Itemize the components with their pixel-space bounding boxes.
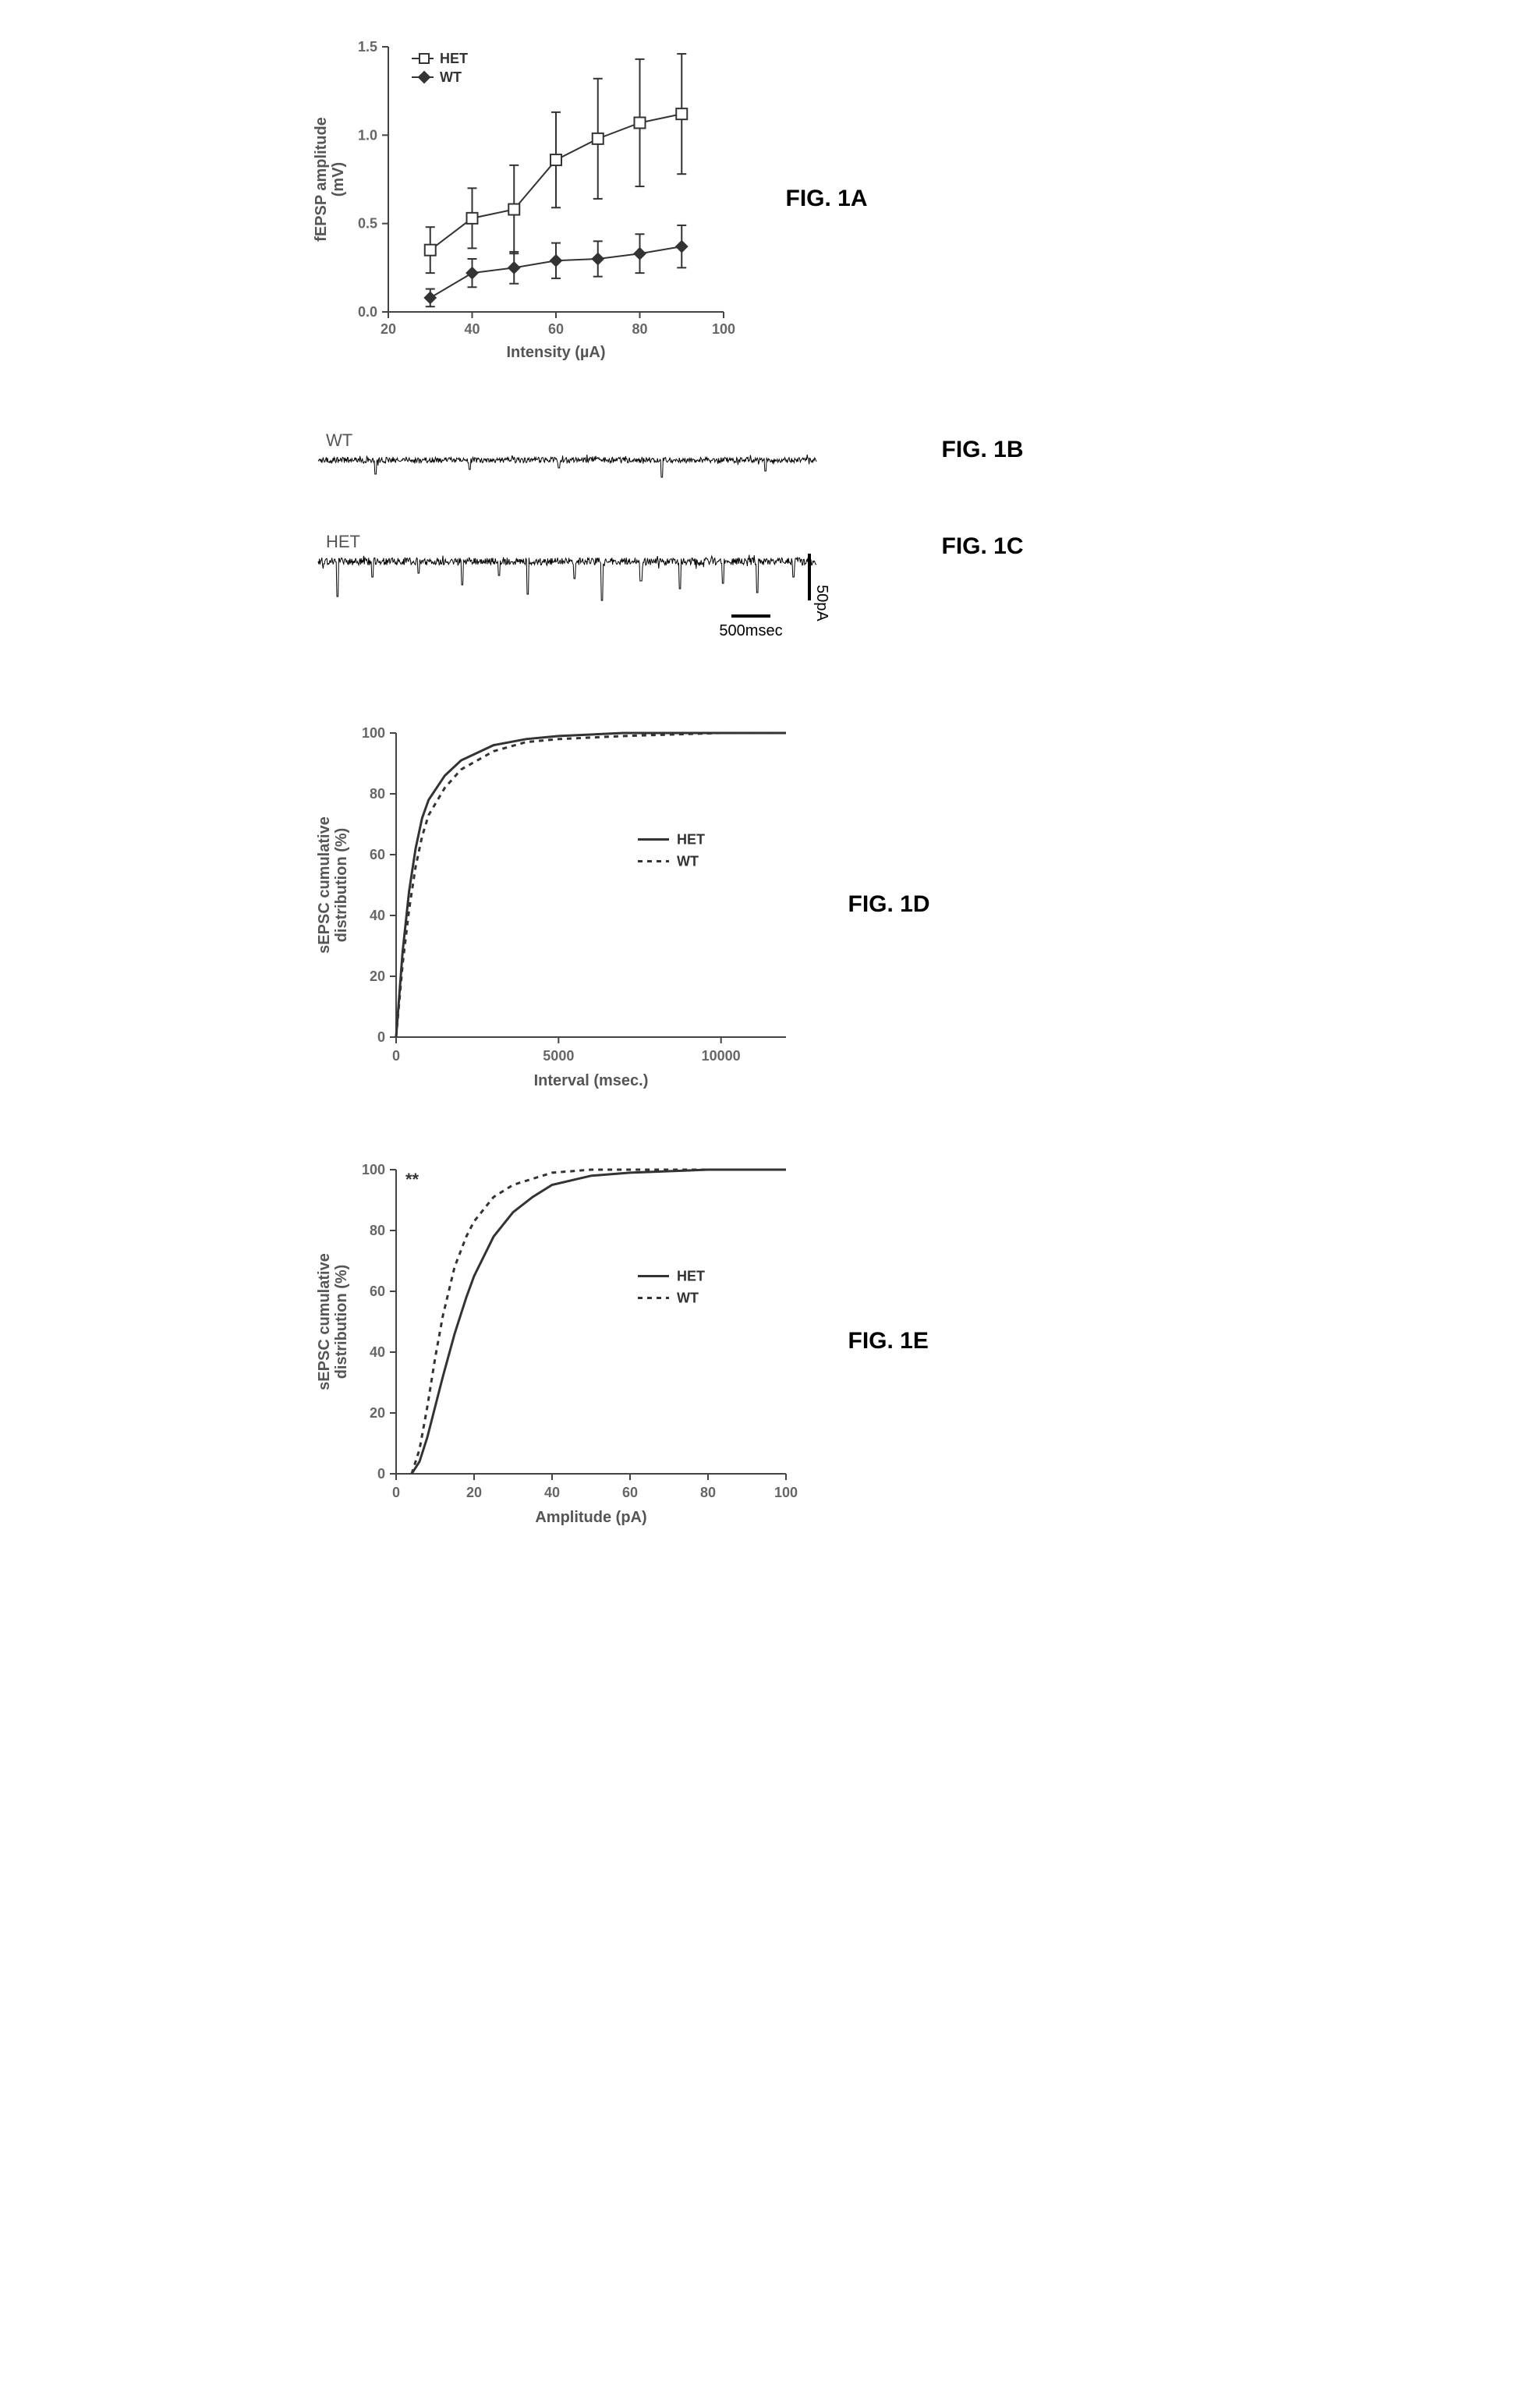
- panel-bc-chart: WT HET 50pA 500msec: [303, 413, 895, 663]
- svg-text:0: 0: [391, 1048, 399, 1064]
- svg-text:1.0: 1.0: [357, 127, 377, 143]
- panel-b-label: FIG. 1B: [942, 437, 1059, 463]
- svg-text:10000: 10000: [701, 1048, 740, 1064]
- svg-text:HET: HET: [326, 532, 360, 551]
- svg-text:100: 100: [361, 725, 384, 741]
- svg-text:80: 80: [369, 786, 384, 802]
- panel-d-chart: 0 5000 10000 0 20 40 60 80 100 Interval (msec.) sE…: [303, 710, 802, 1099]
- svg-text:HET: HET: [440, 51, 468, 66]
- svg-text:sEPSC cumulativedistribution (: sEPSC cumulativedistribution (%): [316, 816, 350, 954]
- svg-text:0.5: 0.5: [357, 216, 377, 232]
- svg-text:20: 20: [466, 1485, 481, 1500]
- svg-text:**: **: [405, 1170, 420, 1189]
- svg-text:Interval (msec.): Interval (msec.): [533, 1072, 648, 1089]
- svg-text:0.0: 0.0: [357, 304, 377, 320]
- svg-text:20: 20: [380, 321, 395, 337]
- panel-a-label: FIG. 1A: [786, 186, 903, 212]
- svg-text:0: 0: [391, 1485, 399, 1500]
- svg-text:HET: HET: [677, 832, 705, 848]
- svg-text:Intensity (µA): Intensity (µA): [506, 344, 605, 361]
- svg-text:40: 40: [464, 321, 480, 337]
- svg-text:80: 80: [699, 1485, 715, 1500]
- svg-text:WT: WT: [677, 1291, 699, 1306]
- svg-text:40: 40: [369, 1344, 384, 1360]
- svg-text:WT: WT: [440, 69, 462, 85]
- svg-text:80: 80: [632, 321, 647, 337]
- panel-d-row: 0 5000 10000 0 20 40 60 80 100 Interval (msec.) sE…: [303, 710, 1238, 1099]
- panel-c-label: FIG. 1C: [942, 533, 1059, 560]
- svg-text:60: 60: [547, 321, 563, 337]
- svg-text:HET: HET: [677, 1269, 705, 1284]
- svg-text:sEPSC cumulativedistribution (: sEPSC cumulativedistribution (%): [316, 1253, 350, 1390]
- svg-text:20: 20: [369, 1405, 384, 1421]
- svg-text:fEPSP amplitude(mV): fEPSP amplitude(mV): [313, 117, 347, 242]
- panel-a-chart: 20 40 60 80 100 0.0 0.5 1.0 1.5 Intensity (µA) fEP…: [303, 31, 739, 366]
- svg-text:0: 0: [377, 1029, 384, 1045]
- svg-text:0: 0: [377, 1466, 384, 1482]
- svg-text:40: 40: [543, 1485, 559, 1500]
- svg-text:100: 100: [361, 1162, 384, 1177]
- svg-text:500msec: 500msec: [719, 622, 782, 639]
- svg-text:20: 20: [369, 968, 384, 984]
- svg-text:50pA: 50pA: [813, 585, 830, 621]
- svg-text:100: 100: [711, 321, 735, 337]
- panel-d-label: FIG. 1D: [848, 891, 965, 918]
- panel-e-row: 0 20 40 60 80 100 0 20 40 60 80 100 Amplitude (pA) sE…: [303, 1146, 1238, 1536]
- svg-text:Amplitude (pA): Amplitude (pA): [535, 1509, 646, 1526]
- svg-text:60: 60: [369, 847, 384, 862]
- svg-text:40: 40: [369, 908, 384, 923]
- panel-bc-row: WT HET 50pA 500msec FIG. 1B FIG. 1C: [303, 413, 1238, 663]
- svg-text:WT: WT: [326, 430, 352, 450]
- svg-text:5000: 5000: [543, 1048, 574, 1064]
- svg-text:WT: WT: [677, 854, 699, 869]
- panel-bc-labels: FIG. 1B FIG. 1C: [942, 413, 1059, 560]
- svg-text:60: 60: [621, 1485, 637, 1500]
- panel-a-row: 20 40 60 80 100 0.0 0.5 1.0 1.5 Intensity (µA) fEP…: [303, 31, 1238, 366]
- svg-text:80: 80: [369, 1223, 384, 1238]
- figure-page: 20 40 60 80 100 0.0 0.5 1.0 1.5 Intensity (µA) fEP…: [303, 31, 1238, 1536]
- svg-text:100: 100: [774, 1485, 797, 1500]
- panel-e-label: FIG. 1E: [848, 1328, 965, 1354]
- panel-e-chart: 0 20 40 60 80 100 0 20 40 60 80 100 Amplitude (pA) sE…: [303, 1146, 802, 1536]
- svg-text:1.5: 1.5: [357, 39, 377, 55]
- svg-text:60: 60: [369, 1284, 384, 1299]
